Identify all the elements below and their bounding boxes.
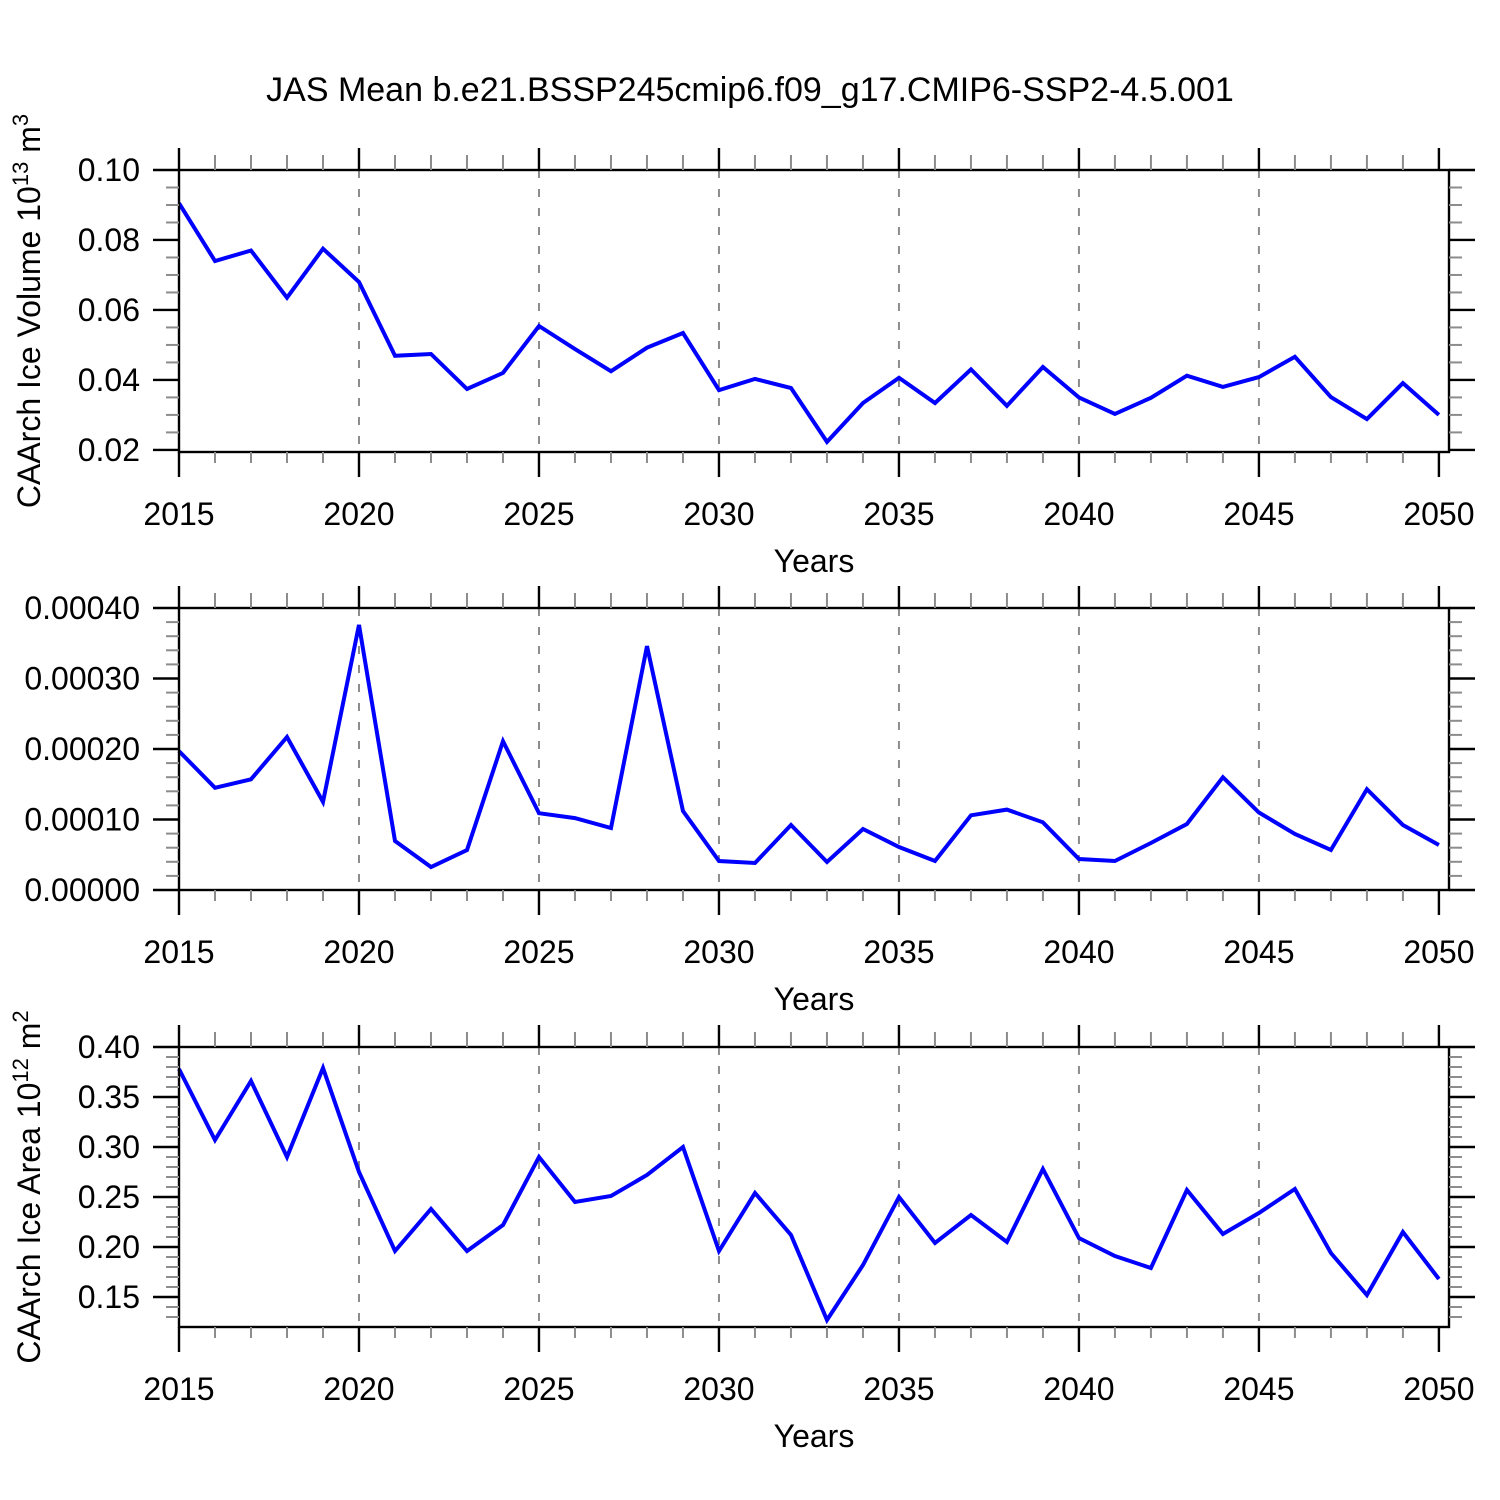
x-tick-label: 2045 [1223, 496, 1294, 532]
x-tick-label: 2020 [323, 934, 394, 970]
y-tick-label: 0.30 [78, 1129, 140, 1165]
y-tick-label: 0.10 [78, 152, 140, 188]
y-tick-label: 0.06 [78, 292, 140, 328]
x-tick-label: 2025 [503, 1371, 574, 1407]
y-tick-label: 0.35 [78, 1079, 140, 1115]
x-tick-label: 2015 [143, 1371, 214, 1407]
ice-volume-line [177, 202, 1441, 446]
x-axis-title: Years [774, 543, 855, 579]
figure-title: JAS Mean b.e21.BSSP245cmip6.f09_g17.CMIP… [266, 71, 1234, 109]
x-tick-label: 2050 [1403, 934, 1474, 970]
panel-ice-area: 2015 2020 2025 2030 2035 2040 2045 2050 0.15 0.20… [8, 1010, 1475, 1454]
y-tick-label: 0.40 [78, 1029, 140, 1065]
x-tick-label: 2030 [683, 934, 754, 970]
x-tick-label: 2050 [1403, 496, 1474, 532]
x-tick-label: 2015 [143, 934, 214, 970]
x-axis-title: Years [774, 981, 855, 1017]
y-tick-label: 0.04 [78, 362, 140, 398]
y-tick-label: 0.20 [78, 1229, 140, 1265]
ice-area-line [177, 1062, 1441, 1325]
x-tick-label: 2020 [323, 1371, 394, 1407]
y-tick-label: 0.15 [78, 1279, 140, 1315]
y-axis-title: CAArch Ice Area 1012 m2 [8, 1010, 47, 1363]
x-tick-label: 2025 [503, 934, 574, 970]
x-tick-label: 2035 [863, 496, 934, 532]
y-axis-title-sup: 3 [8, 114, 33, 126]
y-tick-label: 0.00000 [24, 872, 140, 908]
y-tick-label: 0.00010 [24, 802, 140, 838]
y-tick-label: 0.25 [78, 1179, 140, 1215]
x-tick-label: 2025 [503, 496, 574, 532]
x-tick-label: 2050 [1403, 1371, 1474, 1407]
y-axis-title-text: CAArch Ice Area 10 [11, 1083, 47, 1364]
y-axis-title: CAArch Ice Volume 1013 m3 [8, 114, 47, 508]
x-tick-label: 2045 [1223, 934, 1294, 970]
x-tick-label: 2040 [1043, 934, 1114, 970]
y-tick-label: 0.02 [78, 432, 140, 468]
y-axis-title-text: m [11, 126, 47, 162]
y-axis-title-sup: 2 [8, 1010, 33, 1022]
ice-metric-line [177, 624, 1440, 870]
y-tick-label: 0.08 [78, 222, 140, 258]
panel-ice-volume: 2015 2020 2025 2030 2035 2040 2045 2050 0.02 0.04… [8, 114, 1475, 579]
charts-root: 2015 2020 2025 2030 2035 2040 2045 2050 0.02 0.04… [8, 114, 1475, 1454]
x-tick-label: 2040 [1043, 1371, 1114, 1407]
x-tick-label: 2020 [323, 496, 394, 532]
x-tick-label: 2030 [683, 496, 754, 532]
x-tick-label: 2045 [1223, 1371, 1294, 1407]
y-axis-title-text: CAArch Ice Volume 10 [11, 186, 47, 508]
y-axis-title-text: m [11, 1023, 47, 1059]
y-axis-title-sup: 12 [8, 1058, 33, 1082]
y-axis-title-sup: 13 [8, 162, 33, 186]
x-tick-label: 2030 [683, 1371, 754, 1407]
x-tick-label: 2015 [143, 496, 214, 532]
panel-ice-metric: 2015 2020 2025 2030 2035 2040 2045 2050 0.00000 0… [24, 586, 1475, 1017]
y-tick-label: 0.00040 [24, 590, 140, 626]
x-axis-title: Years [774, 1418, 855, 1454]
x-tick-label: 2035 [863, 1371, 934, 1407]
y-tick-label: 0.00020 [24, 731, 140, 767]
y-tick-label: 0.00030 [24, 661, 140, 697]
x-tick-label: 2040 [1043, 496, 1114, 532]
x-tick-label: 2035 [863, 934, 934, 970]
